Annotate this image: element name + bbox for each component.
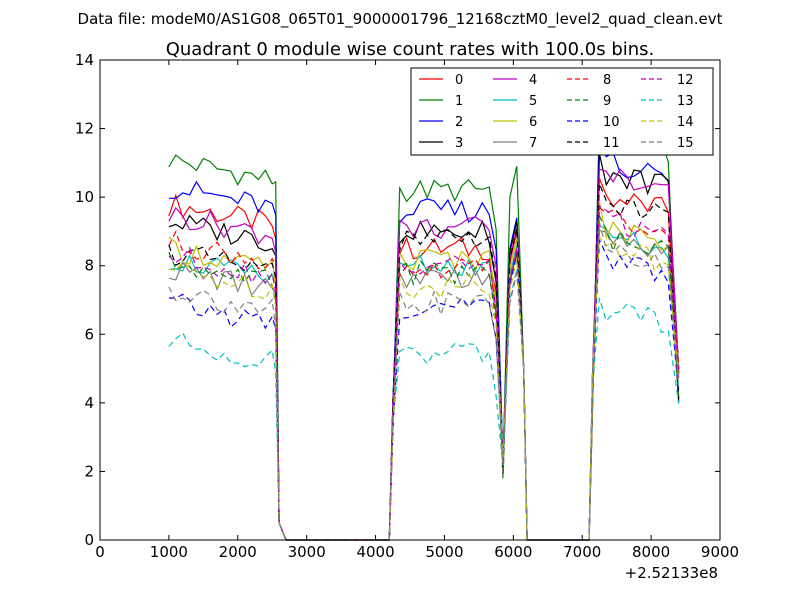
x-tick-label: 7000	[563, 543, 601, 561]
series-line-11	[168, 183, 680, 541]
series-line-15	[168, 222, 680, 541]
series-line-12	[168, 205, 680, 541]
legend-box	[410, 67, 714, 156]
y-tick-label: 8	[84, 257, 94, 275]
legend-label: 4	[529, 73, 537, 88]
series-line-9	[168, 213, 680, 541]
legend-label: 3	[455, 136, 463, 151]
y-tick-label: 6	[84, 325, 94, 343]
legend-label: 14	[677, 115, 694, 130]
plot-lines	[168, 117, 680, 541]
legend-label: 15	[677, 136, 694, 151]
x-axis: 0 1000 2000 3000 4000 5000 6000 7000 8000 9000	[95, 60, 739, 561]
x-tick-label: 9000	[701, 543, 739, 561]
legend-label: 11	[603, 136, 620, 151]
x-tick-label: 2000	[219, 543, 257, 561]
series-line-5	[168, 224, 680, 541]
legend-label: 5	[529, 94, 537, 109]
legend-label: 9	[603, 94, 611, 109]
legend-label: 1	[455, 94, 463, 109]
legend-label: 8	[603, 73, 611, 88]
chart-title: Quadrant 0 module wise count rates with …	[166, 39, 655, 60]
legend-label: 2	[455, 115, 463, 130]
y-tick-label: 4	[84, 394, 94, 412]
y-tick-label: 14	[75, 51, 94, 69]
x-tick-label: 1000	[150, 543, 188, 561]
plot-frame	[99, 59, 721, 541]
x-tick-label: 5000	[425, 543, 463, 561]
series-line-4	[168, 168, 680, 541]
legend-label: 7	[529, 136, 537, 151]
series-line-14	[168, 235, 680, 541]
x-tick-label: 4000	[356, 543, 394, 561]
series-line-10	[168, 239, 680, 541]
series-line-6	[168, 201, 680, 541]
y-tick-label: 10	[75, 188, 94, 206]
series-line-2	[168, 132, 680, 541]
series-line-3	[168, 153, 680, 541]
x-tick-label: 3000	[288, 543, 326, 561]
y-tick-label: 2	[84, 462, 94, 480]
series-line-13	[168, 268, 680, 541]
series-line-7	[168, 229, 680, 541]
figure-suptitle: Data file: modeM0/AS1G08_065T01_90000017…	[78, 10, 723, 29]
x-tick-label: 0	[95, 543, 105, 561]
legend-label: 10	[603, 115, 620, 130]
legend-label: 6	[529, 115, 537, 130]
legend-label: 13	[677, 94, 694, 109]
legend-label: 0	[455, 73, 463, 88]
x-axis-offset-label: +2.52133e8	[625, 564, 718, 582]
y-tick-label: 0	[84, 531, 94, 549]
series-line-1	[168, 117, 680, 541]
legend-label: 12	[677, 73, 694, 88]
x-tick-label: 8000	[632, 543, 670, 561]
y-tick-label: 12	[75, 120, 94, 138]
x-tick-label: 6000	[494, 543, 532, 561]
series-line-8	[168, 206, 680, 541]
